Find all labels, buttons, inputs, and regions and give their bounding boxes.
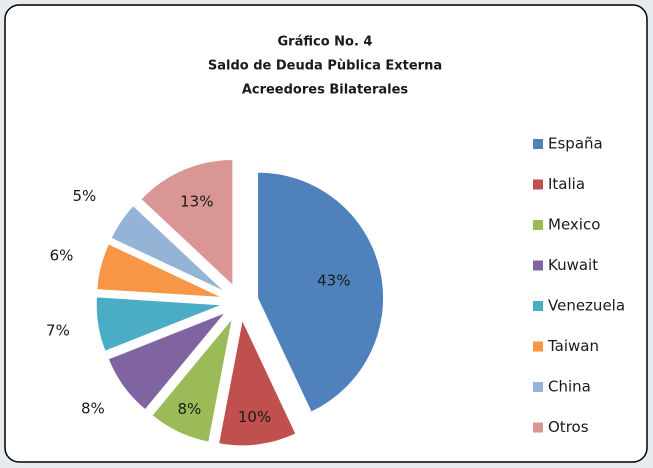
pie-slice xyxy=(257,171,384,413)
chart-title: Gráfico No. 4 xyxy=(278,35,373,50)
data-label: 10% xyxy=(238,408,271,426)
pie-slice xyxy=(107,312,226,411)
data-label: 7% xyxy=(46,321,70,339)
data-label: 13% xyxy=(180,193,213,211)
legend-label: España xyxy=(548,135,603,153)
data-label: 8% xyxy=(81,399,105,417)
legend-label: Italia xyxy=(548,175,585,193)
legend-swatch xyxy=(533,301,543,311)
pie-slice xyxy=(110,204,226,293)
legend-label: China xyxy=(548,378,591,396)
pie-slice xyxy=(95,296,223,352)
chart-title: Saldo de Deuda Pùblica Externa xyxy=(208,59,442,74)
legend-label: Otros xyxy=(548,418,589,436)
pie-slice xyxy=(218,318,297,447)
legend-label: Mexico xyxy=(548,216,600,234)
legend-swatch xyxy=(533,139,543,149)
legend-label: Venezuela xyxy=(548,297,625,315)
pie-slice xyxy=(140,158,234,287)
legend-swatch xyxy=(533,382,543,392)
legend-swatch xyxy=(533,341,543,352)
legend-label: Taiwan xyxy=(547,337,599,355)
pie-slice xyxy=(96,243,223,299)
legend-label: Kuwait xyxy=(548,256,598,274)
pie-slice xyxy=(151,317,233,443)
data-label: 6% xyxy=(50,247,74,265)
legend-swatch xyxy=(533,179,543,190)
legend-swatch xyxy=(533,422,543,433)
data-label: 8% xyxy=(178,400,202,418)
data-label: 43% xyxy=(317,272,350,290)
chart-title: Acreedores Bilaterales xyxy=(242,83,409,98)
legend-swatch xyxy=(533,220,543,230)
legend-swatch xyxy=(533,260,543,271)
data-label: 5% xyxy=(73,187,97,205)
